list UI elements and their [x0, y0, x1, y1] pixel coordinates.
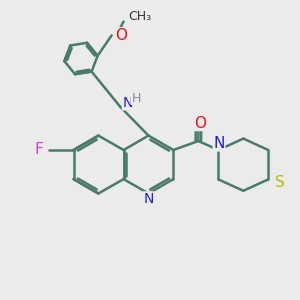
- Text: O: O: [194, 116, 206, 130]
- Text: N: N: [213, 136, 225, 151]
- Text: O: O: [115, 28, 127, 43]
- Text: F: F: [34, 142, 43, 158]
- Text: N: N: [143, 192, 154, 206]
- Text: H: H: [131, 92, 141, 105]
- Text: CH₃: CH₃: [128, 10, 151, 23]
- Text: S: S: [275, 175, 285, 190]
- Text: N: N: [122, 96, 133, 110]
